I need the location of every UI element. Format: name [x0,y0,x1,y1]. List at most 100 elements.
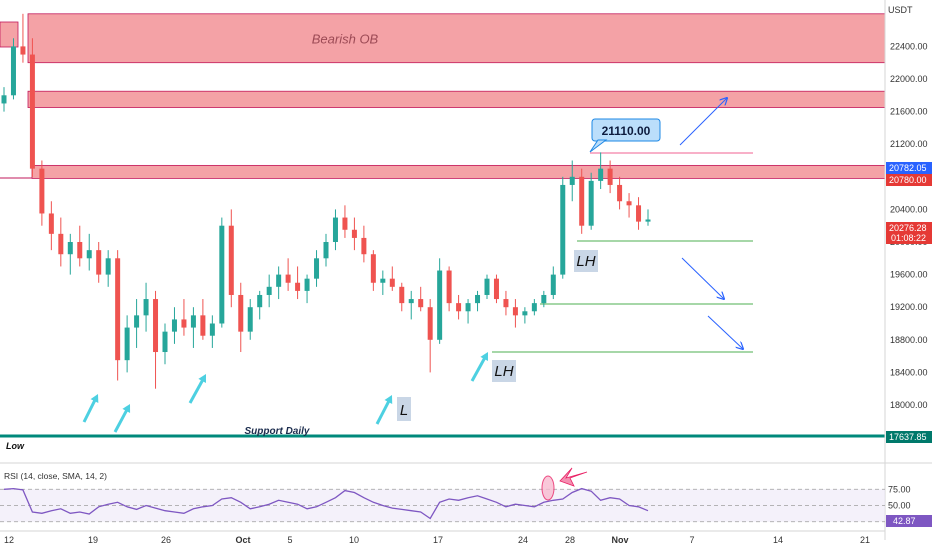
cyan-arrow-shaft [188,376,206,404]
blue-arrow [679,98,727,146]
lh-label-lower-text: LH [494,363,513,380]
l-label-box [397,397,411,421]
price-tick-label: 20400.00 [890,204,928,214]
time-tick-label: 26 [161,535,171,545]
price-tick-label: 18400.00 [890,367,928,377]
rsi-current-label: 42.87 [893,516,916,526]
candle-body [276,274,282,287]
candle-body [380,278,386,283]
price-tick-label: 19600.00 [890,270,928,280]
rsi-highlight [541,475,555,501]
price-tag-bg [886,222,932,244]
time-tick-label: 5 [287,535,292,545]
candle-body [190,315,196,328]
price-tag-label: 20276.28 [889,223,927,233]
candle-body [475,294,481,304]
candle-body [569,176,575,185]
supply-zone-left [0,21,19,48]
candle-body [522,311,528,316]
candle-body [550,274,556,295]
candle-body [247,307,253,332]
candle-body [115,258,121,361]
supply-zone [27,13,886,64]
callout-box [591,118,661,142]
time-tick-label: Oct [235,535,250,545]
price-tick-label: 18800.00 [890,335,928,345]
candle-body [209,323,215,336]
callout-text: 21110.00 [602,124,651,138]
price-tick-label: 19200.00 [890,302,928,312]
lh-label-upper-text: LH [576,253,595,270]
price-tick-label: 22000.00 [890,74,928,84]
price-tag-label: 17637.85 [889,432,927,442]
callout-pointer [589,139,608,153]
rsi-pane[interactable]: 75.00 50.00 42.87 [0,467,932,527]
price-tick-label: 21600.00 [890,107,928,117]
candle-body [370,254,376,283]
l-label: L [397,397,411,421]
level-lines: Support Daily Low [0,152,885,451]
candle-body [493,278,499,300]
rsi-axis-label-75: 75.00 [888,484,911,494]
candle-body [342,217,348,230]
candle-body [266,286,272,295]
candle-body [351,229,357,238]
candle-body [77,242,83,259]
candle-body [67,242,73,255]
candle-body [418,299,424,308]
time-tick-label: Nov [611,535,628,545]
candle-body [181,319,187,328]
low-label: Low [6,441,25,451]
cyan-arrow-head [480,352,488,361]
candle-body [588,180,594,226]
candle-body [598,168,604,181]
candle-body [171,319,177,332]
time-axis[interactable]: 12 19 26 Oct 5 10 17 24 28 Nov 7 14 21 [4,535,870,545]
candle-body [105,258,111,275]
time-tick-label: 14 [773,535,783,545]
candle-body [124,327,130,361]
price-tag-bg [886,431,932,443]
time-tick-label: 19 [88,535,98,545]
cyan-arrow-head [122,404,131,413]
lh-label-lower: LH [492,360,516,382]
lh-label-upper: LH [574,250,598,272]
cyan-arrow-shaft [470,354,488,382]
zone-label: Bearish OB [312,31,379,46]
candle-body [636,205,642,222]
time-tick-label: 28 [565,535,575,545]
cyan-arrow-head [198,374,206,383]
candle-body [626,201,632,206]
labels: 21110.00 LH LH L [397,118,661,421]
time-tick-label: 10 [349,535,359,545]
candle-body [153,299,159,353]
candle-body [484,278,490,295]
price-tag-bg [886,174,932,186]
candle-body [285,274,291,283]
candle-body [20,46,26,55]
candle-body [86,250,92,259]
time-tick-label: 24 [518,535,528,545]
candle-body [162,331,168,353]
candle-body [1,95,7,104]
candle-body [238,294,244,332]
price-tag-label: 20780.00 [889,175,927,185]
candle-body [323,242,329,259]
candle-body [503,299,509,308]
cyan-arrow-head [90,394,99,403]
candle-body [48,213,54,234]
rsi-axis-label-50: 50.00 [888,501,911,511]
currency-label: USDT [888,5,913,15]
candle-body [29,54,35,169]
candle-body [58,233,64,255]
arrows [82,98,743,433]
candle-body [219,225,225,324]
candle-body [446,270,452,304]
price-tag-bg [886,162,932,174]
lh-label-lower-box [492,360,516,382]
candle-body [617,184,623,202]
main-plot-area[interactable] [0,0,885,460]
candle-body [645,219,651,222]
